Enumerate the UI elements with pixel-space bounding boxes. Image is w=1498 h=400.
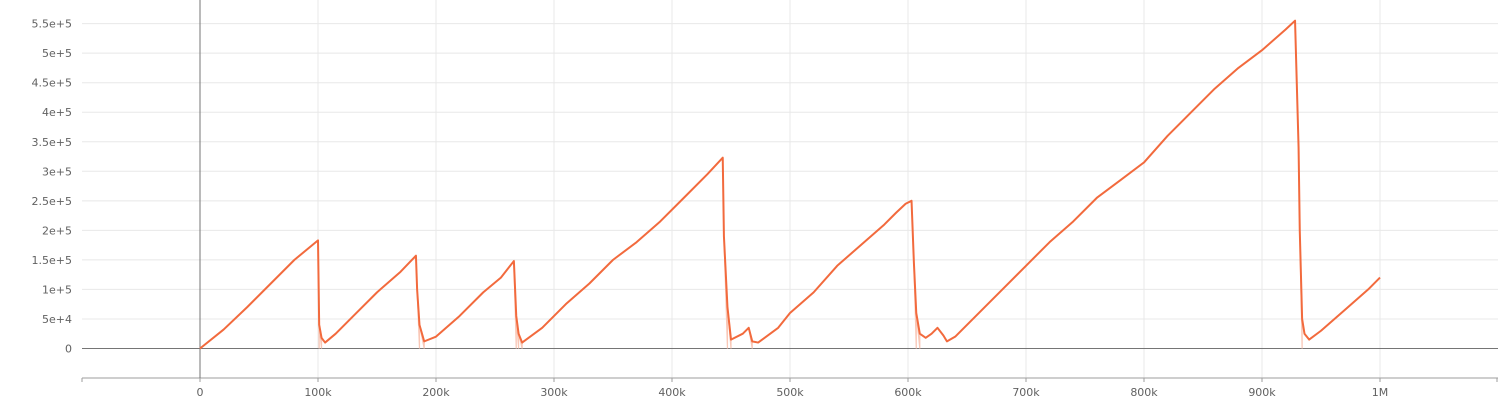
x-tick-label: 400k bbox=[658, 386, 686, 399]
y-tick-label: 1.5e+5 bbox=[32, 254, 72, 267]
axis-layer bbox=[81, 0, 1498, 382]
x-tick-label: 200k bbox=[422, 386, 450, 399]
y-tick-label: 5e+4 bbox=[42, 313, 72, 326]
series-line bbox=[199, 19, 1381, 350]
grid-layer bbox=[82, 0, 1498, 378]
x-tick-label: 100k bbox=[304, 386, 332, 399]
x-tick-label: 600k bbox=[894, 386, 922, 399]
x-tick-label: 0 bbox=[197, 386, 204, 399]
x-tick-label: 800k bbox=[1130, 386, 1158, 399]
y-tick-label: 5e+5 bbox=[42, 47, 72, 60]
x-tick-label: 500k bbox=[776, 386, 804, 399]
x-tick-label: 700k bbox=[1012, 386, 1040, 399]
y-tick-label: 0 bbox=[65, 342, 72, 355]
y-tick-label: 2e+5 bbox=[42, 224, 72, 237]
y-tick-label: 4e+5 bbox=[42, 106, 72, 119]
y-tick-label: 1e+5 bbox=[42, 283, 72, 296]
y-tick-label: 3.5e+5 bbox=[32, 136, 72, 149]
tick-label-layer: 0 5e+4 1e+5 1.5e+5 2e+5 2.5e+5 3e+5 3.5e+5 4e+5 4… bbox=[32, 18, 1389, 399]
x-tick-label: 300k bbox=[540, 386, 568, 399]
x-tick-label: 900k bbox=[1248, 386, 1276, 399]
y-tick-label: 3e+5 bbox=[42, 165, 72, 178]
x-tick-label: 1M bbox=[1372, 386, 1389, 399]
y-tick-label: 5.5e+5 bbox=[32, 18, 72, 31]
y-tick-label: 2.5e+5 bbox=[32, 195, 72, 208]
y-tick-label: 4.5e+5 bbox=[32, 77, 72, 90]
series-layer bbox=[199, 19, 1381, 350]
